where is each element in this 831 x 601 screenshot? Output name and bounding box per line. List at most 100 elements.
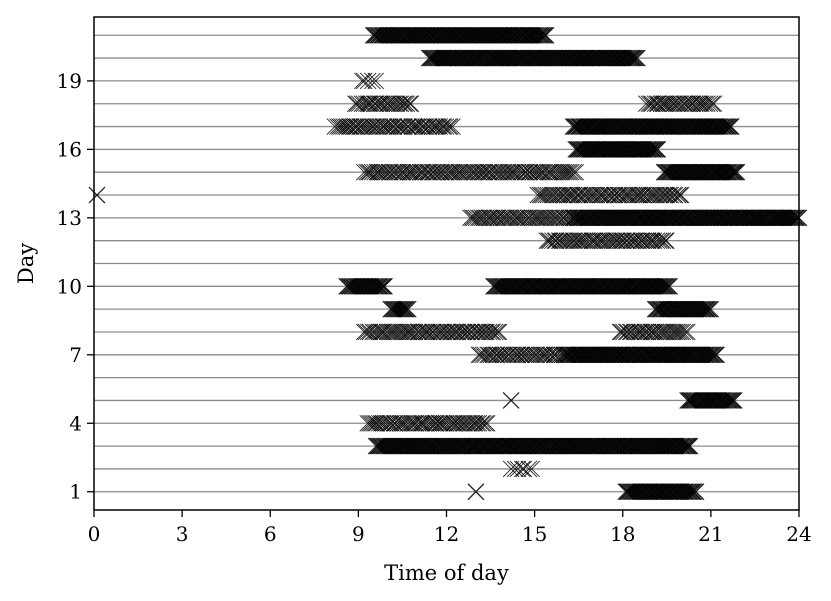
activity-marker (678, 346, 696, 364)
activity-marker (617, 232, 635, 249)
activity-marker (391, 300, 409, 318)
activity-marker (366, 323, 383, 341)
activity-marker (658, 232, 675, 249)
activity-marker (418, 26, 435, 44)
activity-marker (705, 392, 723, 409)
activity-marker (703, 346, 721, 364)
activity-marker (347, 278, 365, 295)
activity-marker (672, 323, 690, 341)
activity-marker (787, 209, 805, 227)
activity-segment (646, 300, 720, 318)
activity-marker (697, 95, 714, 113)
activity-marker (460, 414, 478, 432)
activity-marker (372, 163, 389, 181)
x-tick-label: 24 (786, 522, 811, 546)
activity-marker (403, 414, 421, 432)
activity-marker (519, 209, 537, 227)
activity-marker (394, 300, 412, 318)
activity-marker (379, 414, 397, 432)
x-tick-label: 0 (88, 522, 101, 546)
activity-marker (474, 414, 492, 432)
activity-marker (660, 437, 678, 455)
activity-marker (683, 95, 700, 113)
activity-marker (648, 95, 666, 113)
day-13-markers (462, 209, 808, 227)
activity-marker (439, 323, 457, 341)
activity-marker (648, 186, 665, 204)
activity-marker (483, 323, 500, 341)
activity-marker (724, 163, 742, 181)
activity-segment (502, 460, 541, 478)
activity-marker (370, 278, 388, 295)
activity-marker (701, 95, 719, 113)
activity-marker (435, 118, 453, 135)
activity-marker (693, 300, 710, 318)
activity-marker (706, 346, 724, 364)
activity-marker (423, 323, 441, 341)
activity-marker (405, 414, 423, 432)
activity-segment (655, 163, 746, 181)
activity-marker (465, 163, 482, 181)
activity-marker (367, 414, 384, 432)
activity-marker (446, 323, 464, 341)
activity-marker (623, 232, 641, 249)
activity-marker (695, 300, 712, 318)
activity-marker (649, 141, 667, 158)
day-19-markers (353, 72, 385, 90)
activity-marker (398, 95, 416, 113)
activity-marker (713, 118, 731, 135)
activity-marker (373, 278, 391, 295)
activity-marker (626, 437, 644, 455)
activity-marker (395, 95, 412, 113)
activity-marker (359, 414, 377, 432)
activity-marker (717, 392, 735, 409)
activity-marker (394, 323, 412, 341)
activity-segment (611, 323, 696, 341)
activity-marker (583, 232, 601, 249)
activity-marker (467, 49, 485, 67)
activity-marker (391, 437, 409, 455)
activity-marker (537, 26, 554, 44)
activity-marker (652, 95, 670, 113)
activity-marker (697, 300, 715, 318)
activity-marker (465, 414, 483, 432)
activity-marker (703, 95, 721, 113)
activity-marker (381, 414, 399, 432)
x-tick-label: 6 (264, 522, 277, 546)
activity-marker (484, 323, 502, 341)
activity-marker (628, 186, 645, 204)
activity-markers (88, 26, 808, 501)
day-14-markers (88, 186, 690, 204)
activity-marker (591, 232, 609, 249)
activity-marker (717, 118, 735, 135)
activity-marker (392, 95, 410, 113)
activity-marker (438, 323, 455, 341)
activity-marker (724, 392, 742, 409)
activity-marker (654, 232, 672, 249)
activity-marker (419, 163, 437, 181)
activity-marker (715, 118, 733, 135)
activity-marker (365, 414, 382, 432)
activity-segment (420, 49, 646, 67)
activity-marker (657, 232, 674, 249)
activity-marker (626, 186, 643, 204)
activity-marker (443, 414, 460, 432)
y-tick-label: 16 (57, 137, 82, 161)
activity-marker (719, 163, 737, 181)
activity-segment (382, 300, 417, 318)
activity-marker (625, 346, 643, 364)
activity-marker (658, 278, 676, 295)
activity-marker (666, 186, 684, 204)
activity-marker (656, 95, 673, 113)
x-tick-label: 21 (698, 522, 723, 546)
activity-marker (532, 163, 550, 181)
activity-marker (574, 186, 592, 204)
activity-marker (679, 437, 697, 455)
activity-marker (644, 141, 662, 158)
activity-marker (701, 300, 718, 318)
activity-marker (520, 460, 538, 478)
activity-marker (546, 209, 563, 227)
activity-marker (488, 209, 506, 227)
day-4-markers (359, 414, 496, 432)
activity-marker (698, 209, 715, 227)
